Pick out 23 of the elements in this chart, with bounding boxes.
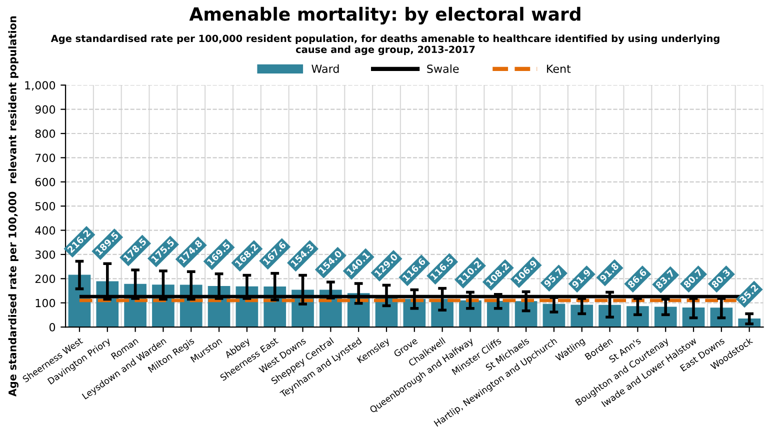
- bar: [542, 304, 566, 328]
- y-tick-label: 600: [35, 178, 56, 186]
- y-tick-label: 900: [35, 105, 56, 114]
- bar: [570, 304, 594, 328]
- bar: [626, 306, 649, 328]
- legend-label: Swale: [427, 64, 459, 73]
- bar: [459, 300, 482, 328]
- y-tick-label: 500: [35, 202, 56, 210]
- y-tick-label: 700: [36, 154, 56, 162]
- y-tick-label: 300: [35, 250, 56, 259]
- legend-label: Ward: [312, 64, 339, 73]
- legend-label: Kent: [547, 64, 571, 73]
- bar: [514, 301, 538, 328]
- chart-subtitle: Age standardised rate per 100,000 resident population, for deaths amenable to healthcare identified by using underlying cause and age group, 2013-2017: [50, 34, 720, 56]
- y-tick-label: 400: [35, 226, 56, 235]
- y-tick-label: 1,000: [25, 81, 56, 91]
- y-tick-label: 100: [36, 298, 56, 308]
- y-axis-title: Age standardised rate per 100,000 relevant resident population: [8, 16, 18, 397]
- bar: [654, 306, 677, 328]
- y-tick-label: 800: [35, 129, 56, 138]
- y-tick-label: 0: [49, 323, 56, 332]
- y-tick-label: 200: [35, 274, 56, 284]
- chart-title: Amenable mortality: by electoral ward: [189, 6, 580, 24]
